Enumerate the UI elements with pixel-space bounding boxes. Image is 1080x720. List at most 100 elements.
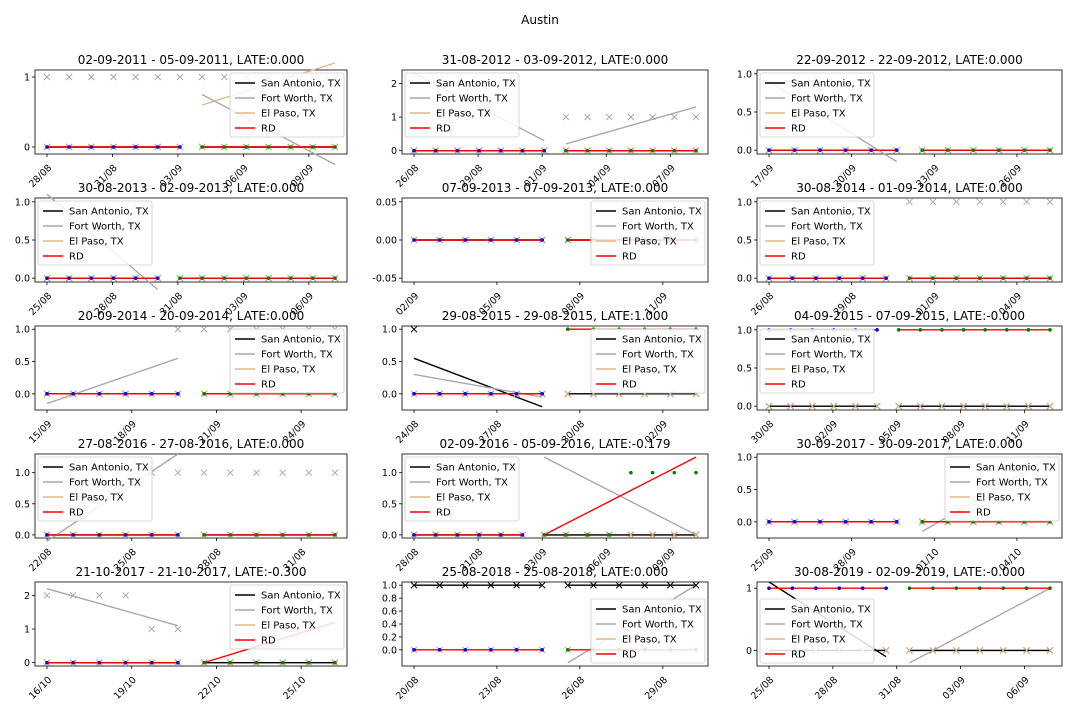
y-tick-label: 0.0 bbox=[737, 517, 752, 528]
post-rd-marker bbox=[907, 276, 912, 280]
subplot-10: 27-08-2016 - 27-08-2016, LATE:0.000 0.0 0.… bbox=[15, 437, 348, 574]
x-tick-label: 24/08 bbox=[394, 419, 421, 446]
x-tick-label: 22/10 bbox=[197, 675, 224, 702]
post-fort-worth-marker bbox=[584, 113, 591, 121]
post-rd-marker bbox=[1024, 276, 1029, 280]
x-tick-label: 25/10 bbox=[281, 675, 308, 702]
pre-fort-worth-marker bbox=[87, 73, 95, 81]
post-fort-worth-marker bbox=[253, 469, 260, 477]
pre-el-paso-marker bbox=[882, 647, 890, 654]
pre-rd-marker bbox=[884, 276, 888, 280]
pre-rd-marker bbox=[860, 586, 865, 591]
pre-rd-marker bbox=[155, 145, 160, 149]
post-rd-marker bbox=[202, 660, 206, 665]
legend-box bbox=[229, 328, 345, 394]
legend-label: San Antonio, TX bbox=[622, 605, 702, 616]
subplot-title: 02-09-2016 - 05-09-2016, LATE:-0.179 bbox=[440, 437, 671, 451]
legend-label: San Antonio, TX bbox=[791, 207, 871, 218]
y-tick-label: 0.0 bbox=[737, 274, 752, 285]
pre-el-paso-marker bbox=[765, 402, 773, 410]
legend: San Antonio, TX Fort Worth, TX El Paso, TX… bbox=[590, 598, 706, 664]
x-tick-label: 23/08 bbox=[477, 675, 504, 702]
figure-title: Austin bbox=[521, 13, 559, 27]
post-fort-worth-marker bbox=[200, 469, 208, 477]
y-tick-label: 1.0 bbox=[737, 197, 752, 208]
pre-rd-marker bbox=[843, 520, 848, 524]
pre-el-paso-marker bbox=[808, 402, 816, 410]
pre-rd-marker bbox=[869, 520, 873, 524]
legend-label: El Paso, TX bbox=[69, 237, 124, 248]
pre-rd-marker bbox=[437, 392, 442, 396]
legend-box bbox=[759, 598, 875, 664]
y-tick-label: 0.0 bbox=[382, 389, 397, 400]
post-rd-fit bbox=[543, 456, 697, 536]
pre-rd-marker bbox=[520, 533, 525, 537]
post-el-paso-marker bbox=[564, 390, 572, 398]
subplot-2: 31-08-2012 - 03-09-2012, LATE:0.000 0 1 2 26… bbox=[391, 53, 709, 190]
x-tick-label: 26/08 bbox=[560, 675, 587, 702]
pre-fort-worth-marker bbox=[154, 73, 162, 81]
post-rd-marker bbox=[254, 533, 259, 537]
post-el-paso-marker bbox=[649, 531, 656, 539]
legend-box bbox=[37, 200, 153, 266]
pre-rd-marker bbox=[437, 648, 442, 652]
legend-label: RD bbox=[976, 508, 991, 519]
x-tick-label: 26/08 bbox=[394, 163, 421, 190]
post-rd-marker bbox=[307, 660, 311, 665]
x-tick-label: 28/08 bbox=[813, 675, 840, 702]
post-rd-marker bbox=[585, 148, 590, 153]
y-tick-label: 2 bbox=[24, 591, 30, 602]
subplot-title: 02-09-2011 - 05-09-2011, LATE:0.000 bbox=[78, 53, 305, 67]
x-tick-label: 16/10 bbox=[27, 675, 54, 702]
pre-fort-worth-marker bbox=[65, 73, 73, 81]
legend-label: RD bbox=[622, 380, 637, 391]
post-rd-marker bbox=[311, 276, 315, 280]
pre-rd-marker bbox=[542, 148, 546, 153]
post-rd-marker bbox=[1024, 586, 1029, 591]
y-tick-label: 0.5 bbox=[382, 357, 397, 368]
y-tick-label: 0.0 bbox=[15, 274, 30, 285]
post-rd-marker bbox=[542, 533, 546, 537]
legend-label: El Paso, TX bbox=[622, 365, 677, 376]
y-tick-label: 0 bbox=[391, 146, 397, 157]
post-rd-marker bbox=[202, 392, 206, 396]
legend-label: San Antonio, TX bbox=[791, 79, 871, 90]
legend-label: San Antonio, TX bbox=[69, 463, 149, 474]
legend-label: El Paso, TX bbox=[791, 237, 846, 248]
pre-rd-marker bbox=[767, 586, 771, 591]
legend-label: El Paso, TX bbox=[436, 109, 491, 120]
pre-rd-marker bbox=[814, 586, 818, 591]
legend: San Antonio, TX Fort Worth, TX El Paso, TX… bbox=[404, 456, 520, 522]
x-tick-label: 17/09 bbox=[749, 163, 776, 190]
pre-rd-marker bbox=[89, 145, 94, 149]
pre-rd-marker bbox=[792, 148, 797, 152]
y-tick-label: 0.5 bbox=[737, 236, 752, 247]
pre-san-antonio-marker bbox=[513, 581, 520, 589]
subplot-frame bbox=[756, 581, 1063, 667]
subplot-7: 20-09-2014 - 20-09-2014, LATE:0.000 0.0 0.… bbox=[15, 309, 348, 446]
y-tick-label: 0.8 bbox=[382, 594, 397, 605]
post-rd-marker bbox=[254, 660, 259, 665]
post-rd-marker bbox=[1001, 586, 1005, 591]
post-rd-marker bbox=[931, 586, 935, 591]
legend-label: El Paso, TX bbox=[622, 237, 677, 248]
x-tick-label: 19/10 bbox=[112, 675, 139, 702]
y-tick-label: 0.0 bbox=[382, 645, 397, 656]
post-rd-marker bbox=[244, 145, 249, 149]
post-el-paso-marker bbox=[981, 402, 989, 410]
post-rd-marker bbox=[997, 148, 1001, 152]
pre-rd-marker bbox=[45, 392, 49, 396]
pre-rd-marker bbox=[514, 392, 519, 396]
pre-rd-marker bbox=[514, 648, 519, 652]
legend-label: El Paso, TX bbox=[791, 109, 846, 120]
subplot-title: 30-08-2014 - 01-09-2014, LATE:0.000 bbox=[796, 181, 1023, 195]
legend-label: RD bbox=[791, 380, 806, 391]
pre-rd-marker bbox=[477, 533, 481, 537]
pre-rd-marker bbox=[790, 276, 795, 280]
pre-rd-marker bbox=[843, 148, 848, 152]
y-tick-label: 0.0 bbox=[15, 389, 30, 400]
post-el-paso-marker bbox=[1046, 647, 1054, 654]
post-rd-marker bbox=[566, 648, 570, 652]
legend-label: Fort Worth, TX bbox=[436, 478, 508, 489]
pre-rd-marker bbox=[837, 276, 842, 280]
